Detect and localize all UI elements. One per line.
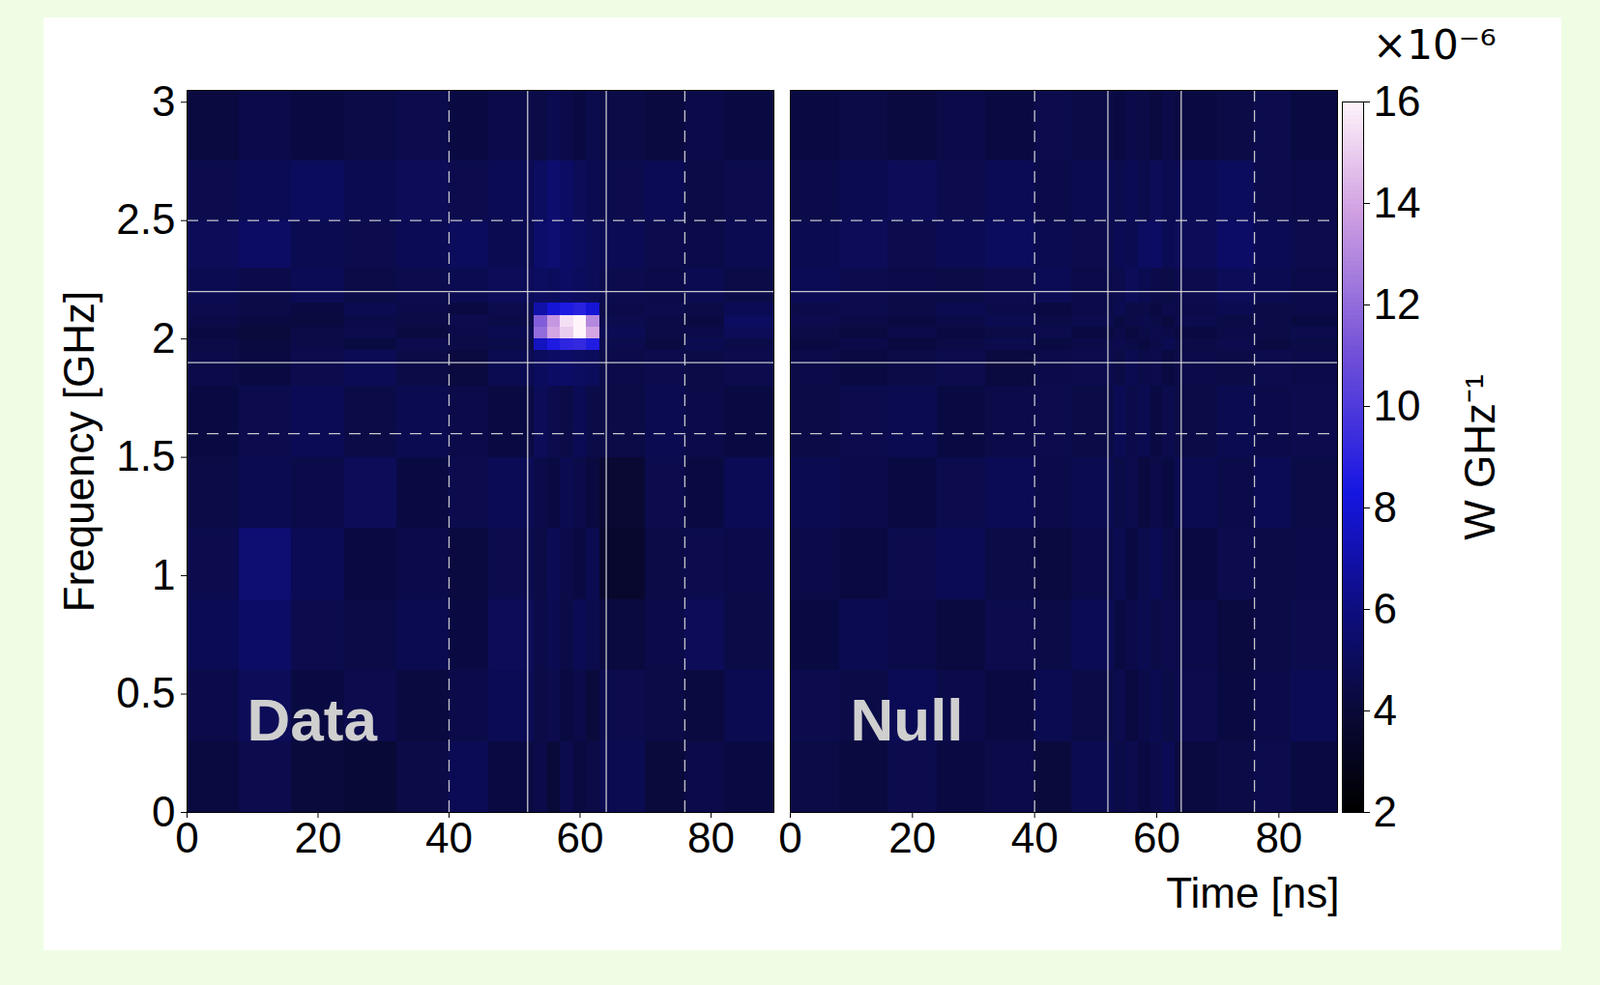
html-text:×10⁻⁶: ×10⁻⁶ — [1372, 21, 1497, 69]
svg-text:2: 2 — [151, 314, 175, 362]
svg-text:1: 1 — [151, 551, 175, 599]
svg-text:3: 3 — [151, 77, 175, 125]
svg-text:Frequency [GHz]: Frequency [GHz] — [55, 290, 103, 613]
svg-text:6: 6 — [1373, 584, 1397, 633]
svg-text:10: 10 — [1373, 381, 1422, 430]
svg-text:Null: Null — [850, 686, 964, 754]
svg-text:16: 16 — [1373, 77, 1422, 125]
svg-text:60: 60 — [1133, 814, 1181, 862]
svg-text:60: 60 — [555, 814, 604, 862]
svg-text:1.5: 1.5 — [116, 432, 175, 480]
svg-text:Time [ns]: Time [ns] — [1165, 869, 1339, 917]
svg-text:0.5: 0.5 — [116, 669, 175, 717]
svg-text:12: 12 — [1373, 280, 1422, 328]
svg-text:2: 2 — [1373, 787, 1397, 836]
svg-text:0: 0 — [174, 814, 199, 862]
svg-text:0: 0 — [778, 814, 802, 862]
svg-text:4: 4 — [1373, 686, 1397, 734]
svg-text:20: 20 — [888, 814, 936, 862]
svg-text:14: 14 — [1373, 178, 1422, 227]
svg-text:0: 0 — [151, 787, 175, 836]
svg-text:W GHz⁻¹: W GHz⁻¹ — [1455, 374, 1504, 540]
svg-text:80: 80 — [687, 814, 735, 862]
svg-text:40: 40 — [425, 814, 473, 862]
svg-text:20: 20 — [294, 814, 343, 862]
svg-text:40: 40 — [1011, 814, 1059, 862]
svg-text:80: 80 — [1254, 814, 1303, 862]
svg-text:2.5: 2.5 — [116, 195, 175, 243]
svg-text:8: 8 — [1373, 483, 1397, 531]
svg-text:Data: Data — [247, 686, 379, 754]
